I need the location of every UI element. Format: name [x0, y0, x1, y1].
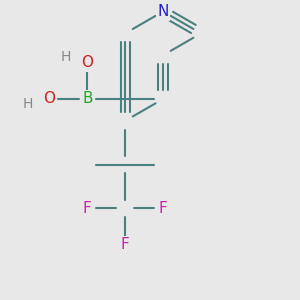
Text: H: H [22, 97, 33, 111]
Text: F: F [159, 201, 167, 216]
Text: F: F [83, 201, 92, 216]
Text: H: H [60, 50, 70, 64]
Text: O: O [81, 55, 93, 70]
Text: O: O [44, 92, 56, 106]
Text: B: B [82, 92, 93, 106]
Text: N: N [158, 4, 169, 19]
Text: F: F [121, 237, 130, 252]
